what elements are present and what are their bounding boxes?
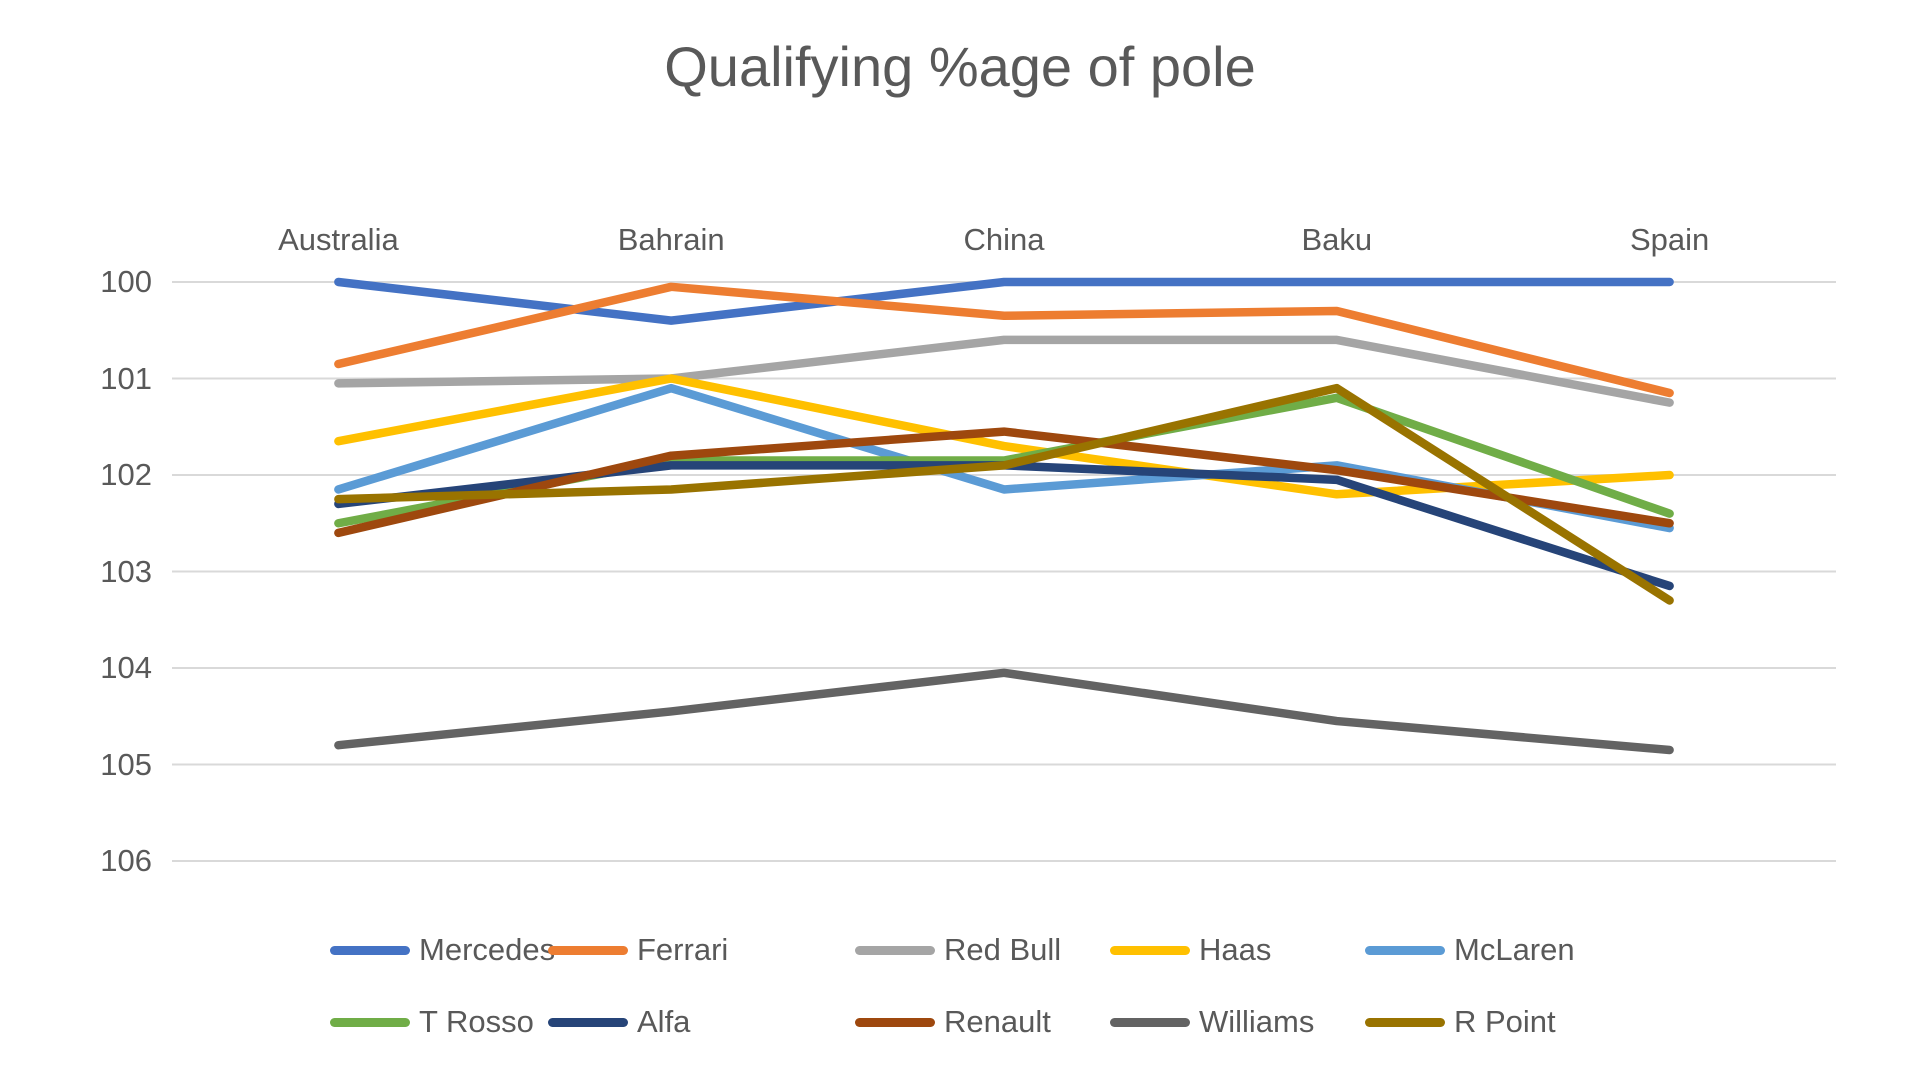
legend-swatch-t-rosso — [330, 1017, 410, 1027]
legend-swatch-mercedes — [330, 945, 410, 955]
legend-item-red-bull[interactable]: Red Bull — [855, 932, 1061, 968]
legend-item-ferrari[interactable]: Ferrari — [548, 932, 728, 968]
legend-label: T Rosso — [419, 1004, 534, 1039]
legend-swatch-r-point — [1365, 1017, 1445, 1027]
legend-swatch-haas — [1110, 945, 1190, 955]
legend-swatch-williams — [1110, 1017, 1190, 1027]
legend-swatch-red-bull — [855, 945, 935, 955]
legend-item-mclaren[interactable]: McLaren — [1365, 932, 1575, 968]
y-axis-tick-label-101: 101 — [100, 360, 152, 396]
legend-item-r-point[interactable]: R Point — [1365, 1004, 1556, 1040]
x-axis-category-label-baku: Baku — [1301, 222, 1373, 257]
y-axis-tick-label-100: 100 — [100, 264, 152, 299]
legend-swatch-renault — [855, 1017, 935, 1027]
legend-item-mercedes[interactable]: Mercedes — [330, 932, 555, 968]
y-axis-tick-label-104: 104 — [100, 650, 152, 685]
legend-label: Ferrari — [637, 932, 729, 967]
series-line-renault[interactable] — [334, 427, 1674, 538]
legend-item-haas[interactable]: Haas — [1110, 932, 1271, 968]
legend-swatch-alfa — [548, 1017, 628, 1027]
x-axis-category-label-australia: Australia — [278, 222, 399, 257]
series-line-mercedes[interactable] — [334, 277, 1674, 325]
legend-label: Renault — [944, 1004, 1051, 1039]
x-axis-category-label-bahrain: Bahrain — [617, 222, 725, 257]
series-line-ferrari[interactable] — [334, 282, 1674, 398]
y-axis-tick-label-102: 102 — [100, 457, 152, 492]
chart-title: Qualifying %age of pole — [664, 35, 1256, 98]
legend-swatch-ferrari — [548, 945, 628, 955]
y-axis-tick-label-106: 106 — [100, 843, 152, 878]
legend-label: Williams — [1199, 1004, 1315, 1039]
series-line-williams[interactable] — [334, 668, 1674, 755]
series-line-r-point[interactable] — [334, 383, 1674, 605]
x-axis-category-label-spain: Spain — [1629, 222, 1710, 257]
legend-label: Mercedes — [419, 932, 556, 967]
legend-label: Haas — [1199, 932, 1272, 967]
y-axis-tick-label-105: 105 — [100, 746, 152, 782]
legend-label: R Point — [1454, 1004, 1556, 1039]
series-line-t-rosso[interactable] — [334, 393, 1674, 528]
legend-item-t-rosso[interactable]: T Rosso — [330, 1004, 534, 1040]
y-axis-tick-label-103: 103 — [100, 553, 152, 589]
legend-swatch-mclaren — [1365, 945, 1445, 955]
legend-label: Alfa — [637, 1004, 691, 1039]
legend-item-alfa[interactable]: Alfa — [548, 1004, 690, 1040]
series-line-red-bull[interactable] — [334, 335, 1674, 407]
legend-item-renault[interactable]: Renault — [855, 1004, 1051, 1040]
legend-label: Red Bull — [944, 932, 1062, 967]
x-axis-category-label-china: China — [963, 222, 1045, 257]
legend-item-williams[interactable]: Williams — [1110, 1004, 1314, 1040]
legend-label: McLaren — [1454, 932, 1575, 967]
